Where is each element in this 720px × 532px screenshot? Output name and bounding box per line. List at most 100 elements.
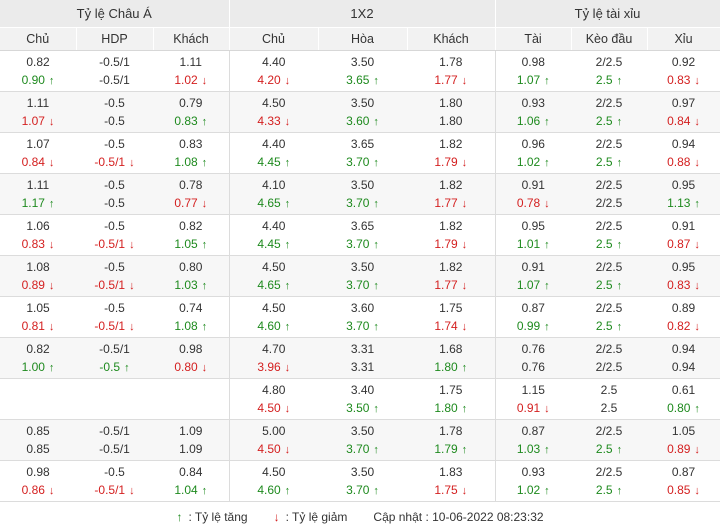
odds-value: -0.5 (104, 196, 125, 210)
odds-value: 2/2.5 (595, 137, 623, 151)
opening-odds: 1.68 (407, 340, 495, 358)
odds-cell: 4.40 4.20 ↓ (229, 50, 318, 92)
odds-cell: 0.87 0.99 ↑ (495, 296, 571, 338)
current-odds: 1.17 ↑ (0, 194, 76, 212)
odds-value: 3.31 (350, 360, 375, 374)
odds-cell: 0.91 0.87 ↓ (647, 214, 720, 256)
current-odds: -0.5 (76, 194, 153, 212)
odds-value: 2/2.5 (595, 465, 623, 479)
odds-cell: 3.65 3.70 ↑ (318, 132, 407, 174)
current-odds: 1.79 ↓ (407, 235, 495, 253)
arrow-down-icon: ↓ (284, 403, 291, 415)
opening-odds: 0.98 (153, 340, 229, 358)
odds-value: 1.08 (174, 319, 198, 333)
odds-cell: 1.08 0.89 ↓ (0, 255, 76, 297)
odds-cell: 0.95 1.13 ↑ (647, 173, 720, 215)
arrow-down-icon: ↓ (694, 157, 700, 169)
odds-cell: 0.87 0.85 ↓ (647, 460, 720, 502)
odds-cell: 2.5 2.5 (571, 378, 647, 420)
odds-value: 2.5 (595, 442, 613, 456)
arrow-up-icon: ↑ (373, 116, 379, 128)
current-odds: 4.50 ↓ (230, 399, 319, 417)
group-header-1x2: 1X2 (229, 0, 496, 28)
odds-value: -0.5/1 (94, 155, 126, 169)
odds-value: -0.5/1 (99, 424, 130, 438)
opening-odds: 0.83 (153, 135, 229, 153)
current-odds: 0.87 ↓ (647, 235, 720, 253)
odds-value: 1.06 (26, 219, 50, 233)
arrow-down-icon: ↓ (694, 116, 700, 128)
odds-value: -0.5 (104, 137, 125, 151)
odds-value: 0.98 (26, 465, 50, 479)
opening-odds: 0.96 (496, 135, 572, 153)
opening-odds: 0.85 (0, 422, 76, 440)
odds-value: 3.60 (346, 114, 370, 128)
odds-value: 4.40 (262, 137, 286, 151)
odds-value: 1.04 (174, 483, 198, 497)
legend-increase-label: : Tỷ lệ tăng (188, 510, 248, 524)
opening-odds: 1.82 (407, 258, 495, 276)
col-header-under: Xỉu (647, 27, 720, 51)
odds-value: 0.61 (671, 383, 696, 397)
col-header-line: Kèo đầu (571, 27, 648, 51)
odds-value: 0.86 (21, 483, 45, 497)
opening-odds: 1.05 (0, 299, 76, 317)
odds-row: 0.98 0.86 ↓ -0.5 -0.5/1 ↓ 0.84 1.04 ↑ 4.50 4.60 ↑ 3.… (0, 460, 720, 502)
odds-value: -0.5 (104, 178, 125, 192)
odds-value: 1.15 (521, 383, 545, 397)
current-odds (0, 399, 76, 417)
current-odds: 0.91 ↓ (496, 399, 572, 417)
arrow-up-icon: ↑ (616, 280, 623, 292)
current-odds: 1.80 ↑ (407, 399, 495, 417)
opening-odds: 5.00 (230, 422, 319, 440)
current-odds: 1.02 ↓ (153, 71, 229, 89)
odds-value: 1.83 (439, 465, 463, 479)
opening-odds: 1.09 (153, 422, 229, 440)
arrow-up-icon: ↑ (544, 280, 550, 292)
current-odds: 0.88 ↓ (647, 153, 720, 171)
legend-decrease-label: : Tỷ lệ giảm (285, 510, 348, 524)
arrow-down-icon: ↓ (461, 485, 468, 497)
odds-value: -0.5 (104, 301, 125, 315)
odds-value: 3.50 (346, 401, 370, 415)
current-odds: -0.5/1 ↓ (76, 276, 153, 294)
opening-odds: 1.08 (0, 258, 76, 276)
current-odds: 3.70 ↑ (318, 276, 407, 294)
odds-value: 2/2.5 (595, 196, 623, 210)
current-odds: 0.83 ↓ (647, 276, 720, 294)
odds-value: -0.5/1 (94, 237, 126, 251)
odds-value: 0.95 (671, 260, 696, 274)
current-odds: 1.08 ↑ (153, 317, 229, 335)
arrow-up-icon: ↑ (373, 280, 379, 292)
odds-value: 1.82 (439, 178, 463, 192)
current-odds: 1.07 ↑ (496, 276, 572, 294)
odds-value: 4.60 (257, 319, 281, 333)
odds-cell: 1.05 0.89 ↓ (647, 419, 720, 461)
opening-odds: 0.78 (153, 176, 229, 194)
odds-cell: 3.40 3.50 ↑ (318, 378, 407, 420)
odds-cell: 2/2.5 2/2.5 (571, 173, 647, 215)
odds-cell: 4.50 4.60 ↑ (229, 460, 318, 502)
opening-odds: 1.82 (407, 217, 495, 235)
odds-value: 1.02 (174, 73, 198, 87)
odds-value: 0.94 (671, 137, 696, 151)
odds-value: 3.31 (350, 342, 375, 356)
odds-value: 0.89 (21, 278, 45, 292)
odds-value: 0.82 (179, 219, 203, 233)
odds-value: 4.50 (257, 401, 281, 415)
odds-cell: 3.31 3.31 (318, 337, 407, 379)
odds-value: 1.79 (434, 155, 458, 169)
arrow-up-icon: ↑ (48, 198, 55, 210)
opening-odds: 1.11 (0, 176, 76, 194)
odds-cell: 3.50 3.70 ↑ (318, 173, 407, 215)
opening-odds: 1.05 (647, 422, 720, 440)
odds-value: 0.83 (667, 278, 691, 292)
opening-odds: 4.70 (230, 340, 319, 358)
arrow-up-icon: ↑ (373, 444, 379, 456)
odds-cell: 0.89 0.82 ↓ (647, 296, 720, 338)
arrow-down-icon: ↓ (461, 280, 468, 292)
odds-cell: 0.84 1.04 ↑ (153, 460, 230, 502)
current-odds: 0.85 (0, 440, 76, 458)
odds-value: 1.05 (174, 237, 198, 251)
opening-odds: 1.15 (496, 381, 572, 399)
